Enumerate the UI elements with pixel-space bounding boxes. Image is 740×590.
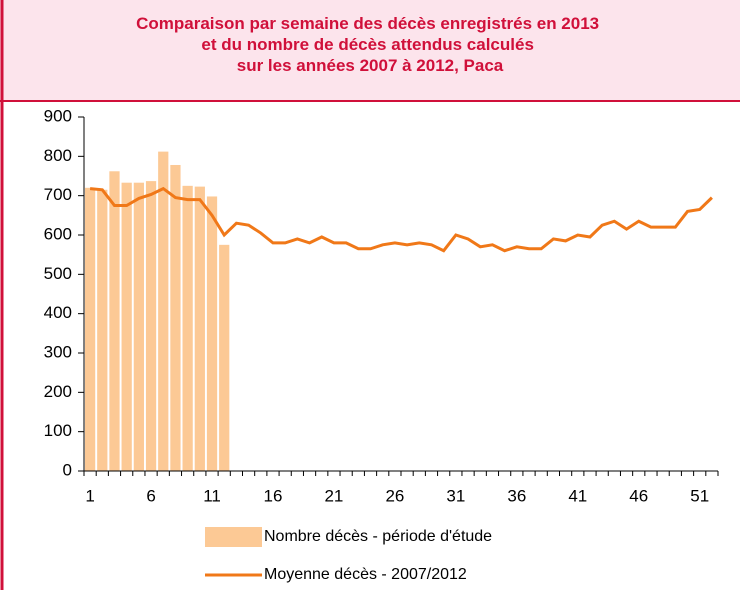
bar: [182, 185, 193, 472]
x-tick-label: 11: [203, 486, 221, 505]
x-tick-label: 31: [446, 486, 465, 505]
y-tick-label: 0: [63, 460, 72, 479]
x-tick-label: 36: [507, 486, 526, 505]
y-tick-label: 600: [44, 224, 72, 243]
legend-label: Nombre décès - période d'étude: [264, 528, 492, 545]
y-tick-label: 400: [44, 303, 72, 322]
bar: [170, 164, 181, 471]
bar: [158, 151, 169, 471]
line: [89, 186, 713, 253]
x-tick-label: 1: [85, 486, 94, 505]
y-tick-label: 700: [44, 185, 72, 204]
x-tick-label: 46: [629, 486, 648, 505]
y-tick-label: 900: [44, 106, 72, 125]
title-line: sur les années 2007 à 2012, Paca: [237, 56, 504, 75]
bar: [84, 187, 96, 472]
y-tick-label: 200: [44, 382, 72, 401]
x-tick-label: 26: [385, 486, 404, 505]
bar: [219, 244, 230, 471]
bar: [133, 182, 144, 472]
y-tick-label: 300: [44, 342, 72, 361]
x-tick-label: 6: [146, 486, 155, 505]
title-line: et du nombre de décès attendus calculés: [201, 35, 534, 54]
y-tick-label: 500: [44, 264, 72, 283]
legend-swatch: [205, 527, 262, 547]
x-tick-label: 21: [324, 486, 343, 505]
title-line: Comparaison par semaine des décès enregi…: [136, 14, 599, 33]
chart-title: Comparaison par semaine des décès enregi…: [136, 14, 604, 75]
x-tick-label: 41: [568, 486, 587, 505]
bar: [206, 196, 218, 471]
bar: [109, 171, 120, 471]
y-tick-label: 100: [44, 421, 72, 440]
bar: [97, 189, 108, 471]
legend-label: Moyenne décès - 2007/2012: [264, 566, 467, 583]
bar: [145, 181, 157, 471]
y-tick-label: 800: [44, 146, 72, 165]
title-band: [0, 0, 740, 101]
bar: [194, 186, 205, 471]
bar: [121, 182, 132, 472]
x-tick-label: 51: [690, 486, 709, 505]
x-tick-label: 16: [264, 486, 283, 505]
